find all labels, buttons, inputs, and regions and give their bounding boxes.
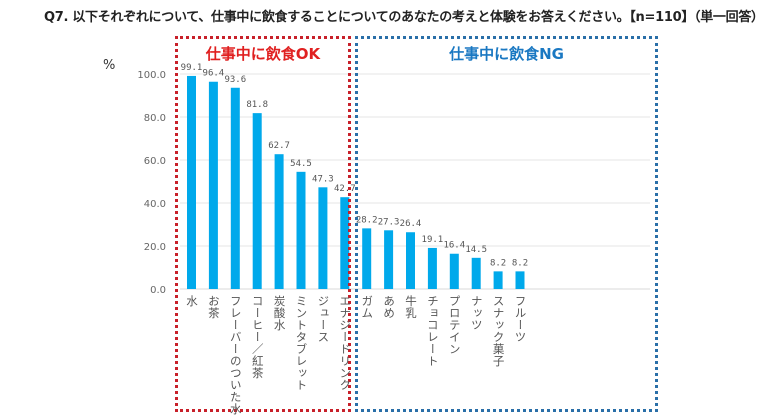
category-label: 炭酸水 — [272, 295, 287, 331]
bar — [406, 232, 415, 289]
bar — [230, 87, 240, 289]
data-label: 42.7 — [334, 184, 356, 194]
category-label: お茶 — [206, 295, 221, 319]
bar — [384, 230, 394, 289]
category-label: ジュース — [316, 295, 331, 343]
data-label: 62.7 — [268, 141, 290, 151]
category-label: ナッツ — [469, 295, 484, 331]
group-box-ok: 仕事中に飲食OK — [175, 36, 351, 412]
category-label: チョコレート — [425, 295, 440, 367]
y-tick-label: 80.0 — [144, 113, 166, 124]
data-label: 26.4 — [400, 219, 422, 229]
data-label: 54.5 — [290, 159, 312, 169]
group-box-ng: 仕事中に飲食NG — [355, 36, 658, 412]
category-label: プロテイン — [447, 295, 462, 355]
y-tick-label: 100.0 — [137, 70, 166, 81]
data-label: 47.3 — [312, 174, 334, 184]
bar — [187, 75, 196, 289]
group-label-ok: 仕事中に飲食OK — [205, 45, 321, 63]
category-label: フルーツ — [513, 295, 528, 343]
data-label: 8.2 — [512, 258, 528, 268]
category-label: ガム — [360, 295, 375, 319]
category-label: エナジードリンク — [338, 295, 353, 391]
category-label: スナック菓子 — [491, 295, 506, 367]
category-label: 水 — [185, 295, 199, 307]
bar — [252, 113, 262, 289]
y-tick-label: 0.0 — [150, 285, 166, 296]
data-label: 14.5 — [465, 245, 487, 255]
bar — [449, 253, 459, 289]
data-label: 16.4 — [443, 241, 465, 251]
category-label: フレーバーのついた水 — [228, 295, 243, 415]
y-tick-label: 20.0 — [144, 242, 166, 253]
data-label: 8.2 — [490, 258, 506, 268]
data-label: 93.6 — [224, 75, 246, 85]
y-axis-unit: % — [103, 58, 116, 73]
bar — [208, 81, 218, 290]
data-labels: 99.196.493.6 81.8 62.754.547.342.7 28.2 27.3… — [181, 63, 528, 268]
data-label: 96.4 — [203, 69, 225, 79]
y-tick-label: 40.0 — [144, 199, 166, 210]
bar — [493, 271, 503, 289]
group-label-ng: 仕事中に飲食NG — [449, 45, 564, 63]
category-label: 牛乳 — [404, 295, 418, 319]
data-label: 99.1 — [181, 63, 203, 73]
bars — [187, 75, 525, 290]
bar — [362, 228, 372, 289]
data-label: 19.1 — [422, 235, 444, 245]
data-label: 27.3 — [378, 217, 400, 227]
category-label: コーヒー／紅茶 — [250, 295, 265, 379]
bar — [318, 187, 328, 289]
y-tick-label: 60.0 — [144, 156, 166, 167]
bar — [515, 271, 525, 289]
category-label: あめ — [382, 295, 397, 319]
bar — [340, 197, 350, 289]
bar — [274, 154, 284, 289]
data-label: 81.8 — [246, 100, 268, 110]
chart-title: Q7. 以下それぞれについて、仕事中に飲食することについてのあなたの考えと体験を… — [44, 10, 764, 25]
data-label: 28.2 — [356, 215, 378, 225]
bar — [296, 171, 306, 289]
category-label: ミントタブレット — [294, 295, 309, 391]
bar — [427, 247, 437, 289]
bar — [471, 257, 481, 289]
y-axis-ticks: 0.0 20.0 40.0 60.0 80.0 100.0 — [137, 70, 166, 296]
